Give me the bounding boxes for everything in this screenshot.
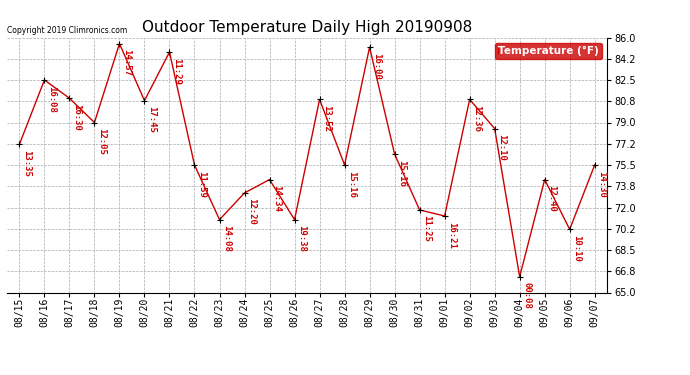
Text: 16:30: 16:30 bbox=[72, 104, 81, 130]
Text: 16:08: 16:08 bbox=[47, 86, 56, 112]
Text: 15:16: 15:16 bbox=[347, 171, 356, 197]
Text: 12:05: 12:05 bbox=[97, 128, 106, 155]
Text: 13:52: 13:52 bbox=[322, 105, 331, 132]
Title: Outdoor Temperature Daily High 20190908: Outdoor Temperature Daily High 20190908 bbox=[142, 20, 472, 35]
Text: 16:00: 16:00 bbox=[373, 53, 382, 80]
Text: 13:35: 13:35 bbox=[22, 150, 31, 177]
Text: 14:08: 14:08 bbox=[222, 225, 231, 252]
Text: 12:10: 12:10 bbox=[497, 134, 506, 161]
Text: Copyright 2019 Climronics.com: Copyright 2019 Climronics.com bbox=[7, 26, 127, 35]
Text: 11:59: 11:59 bbox=[197, 171, 206, 197]
Legend: Temperature (°F): Temperature (°F) bbox=[495, 43, 602, 59]
Text: 14:57: 14:57 bbox=[122, 49, 131, 76]
Text: 12:20: 12:20 bbox=[247, 198, 256, 225]
Text: 14:30: 14:30 bbox=[598, 171, 607, 197]
Text: 15:16: 15:16 bbox=[397, 160, 406, 186]
Text: 10:10: 10:10 bbox=[573, 235, 582, 262]
Text: 14:34: 14:34 bbox=[273, 185, 282, 212]
Text: 16:21: 16:21 bbox=[447, 222, 456, 248]
Text: 12:36: 12:36 bbox=[473, 105, 482, 132]
Text: 11:29: 11:29 bbox=[172, 58, 181, 84]
Text: 12:40: 12:40 bbox=[547, 185, 556, 212]
Text: 19:38: 19:38 bbox=[297, 225, 306, 252]
Text: 17:45: 17:45 bbox=[147, 106, 156, 133]
Text: 00:08: 00:08 bbox=[522, 282, 531, 309]
Text: 11:25: 11:25 bbox=[422, 216, 431, 242]
